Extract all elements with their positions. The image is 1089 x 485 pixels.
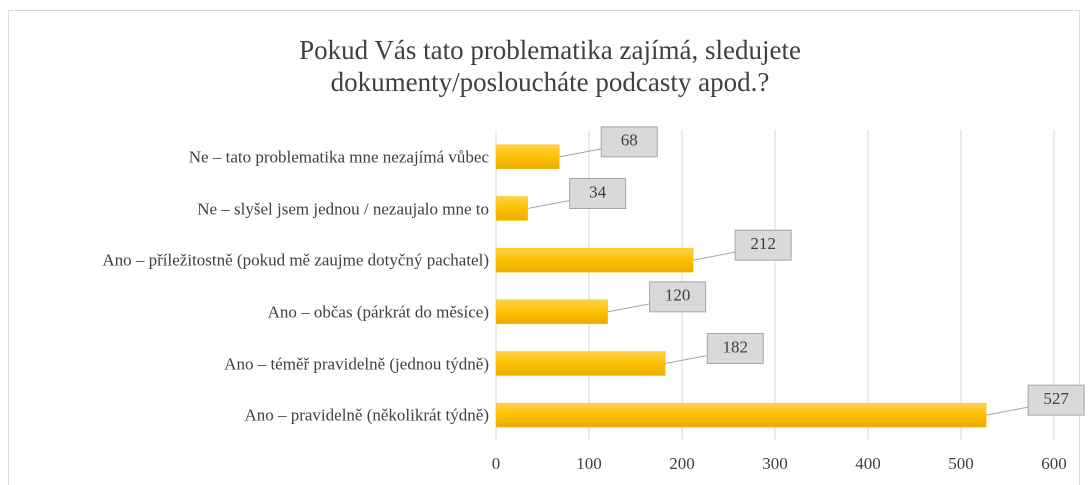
data-label-box (649, 281, 707, 313)
data-label-box (706, 333, 764, 364)
bar (495, 402, 987, 428)
data-label: 34 (589, 182, 607, 201)
chart-title: Pokud Vás tato problematika zajímá, sled… (299, 35, 801, 97)
y-tick-label: Ano – téměř pravidelně (jednou týdně) (224, 354, 489, 373)
bar (495, 247, 694, 273)
data-label-box (734, 229, 792, 261)
data-label: 68 (621, 131, 638, 150)
data-label-box (1027, 384, 1085, 416)
leader-line (527, 200, 570, 209)
data-label: 212 (750, 234, 776, 253)
bar (495, 144, 560, 170)
chart-frame (8, 10, 1080, 485)
data-label: 182 (723, 337, 749, 356)
y-tick-label: Ano – příležitostně (pokud mě zaujme dot… (102, 250, 489, 270)
x-tick-label: 400 (855, 454, 881, 473)
data-label-box (569, 178, 627, 209)
x-tick-label: 600 (1041, 454, 1067, 473)
x-tick-label: 200 (669, 454, 695, 473)
y-tick-label: Ano – občas (párkrát do měsíce) (267, 302, 489, 322)
data-label: 527 (1043, 389, 1069, 408)
x-tick-label: 500 (948, 454, 974, 473)
y-tick-label: Ne – tato problematika mne nezajímá vůbe… (188, 147, 489, 167)
x-tick-label: 100 (576, 454, 602, 473)
leader-line (559, 148, 602, 158)
x-tick-label: 0 (492, 454, 501, 473)
bar (495, 351, 666, 376)
data-label: 120 (665, 286, 691, 305)
leader-line (693, 251, 736, 261)
x-tick-label: 300 (762, 454, 788, 473)
leader-line (986, 406, 1029, 416)
data-label-box (600, 126, 658, 158)
leader-line (607, 303, 650, 313)
bar (495, 196, 528, 221)
y-tick-label: Ne – slyšel jsem jednou / nezaujalo mne … (197, 199, 489, 218)
bar (495, 299, 608, 325)
y-tick-label: Ano – pravidelně (několikrát týdně) (244, 405, 489, 425)
leader-line (665, 355, 708, 364)
